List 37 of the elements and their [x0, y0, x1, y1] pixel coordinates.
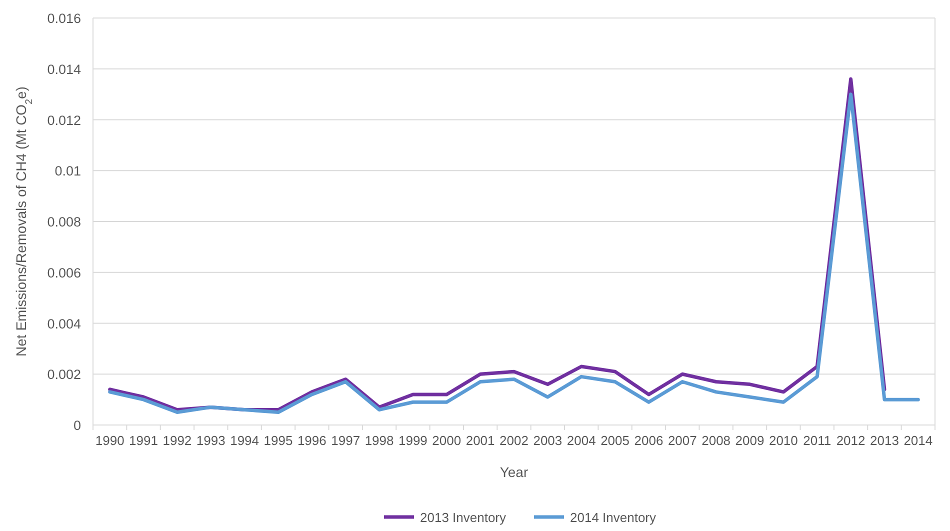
x-tick-label: 1991 — [129, 433, 158, 448]
legend-label: 2013 Inventory — [420, 510, 507, 525]
x-tick-label: 1992 — [162, 433, 192, 448]
x-tick-label: 1999 — [398, 433, 428, 448]
x-tick-label: 1995 — [264, 433, 293, 448]
x-tick-label: 2002 — [500, 433, 528, 448]
x-tick-label: 2007 — [668, 433, 697, 448]
y-tick-label: 0.002 — [47, 367, 81, 382]
y-tick-label: 0.008 — [47, 214, 81, 230]
x-tick-label: 2012 — [836, 433, 866, 448]
y-tick-label: 0.004 — [47, 316, 82, 332]
x-tick-label: 2010 — [768, 433, 798, 448]
y-tick-label: 0.012 — [47, 112, 81, 128]
x-tick-label: 2008 — [702, 433, 731, 448]
y-tick-label: 0 — [73, 418, 81, 433]
x-tick-label: 1997 — [331, 433, 360, 448]
y-tick-label: 0.014 — [47, 62, 82, 77]
x-tick-label: 2005 — [600, 433, 630, 448]
x-axis-title: Year — [500, 464, 528, 480]
x-tick-label: 2014 — [904, 433, 933, 448]
x-tick-label: 1993 — [196, 433, 226, 448]
y-tick-label: 0.016 — [47, 11, 81, 26]
x-tick-label: 1996 — [297, 433, 326, 448]
x-tick-label: 2001 — [466, 433, 495, 448]
x-tick-label: 2013 — [870, 433, 899, 448]
y-tick-label: 0.01 — [54, 164, 81, 179]
x-tick-label: 2004 — [566, 433, 596, 448]
x-tick-label: 2009 — [735, 433, 764, 448]
x-tick-label: 2011 — [803, 433, 832, 448]
y-tick-label: 0.006 — [47, 265, 81, 280]
x-tick-label: 2003 — [533, 433, 562, 448]
x-tick-label: 1990 — [95, 433, 124, 448]
x-tick-label: 2000 — [432, 433, 462, 448]
x-tick-label: 1998 — [364, 433, 394, 448]
x-tick-label: 2006 — [634, 433, 664, 448]
x-tick-label: 1994 — [230, 433, 260, 448]
legend-label: 2014 Inventory — [570, 510, 657, 525]
